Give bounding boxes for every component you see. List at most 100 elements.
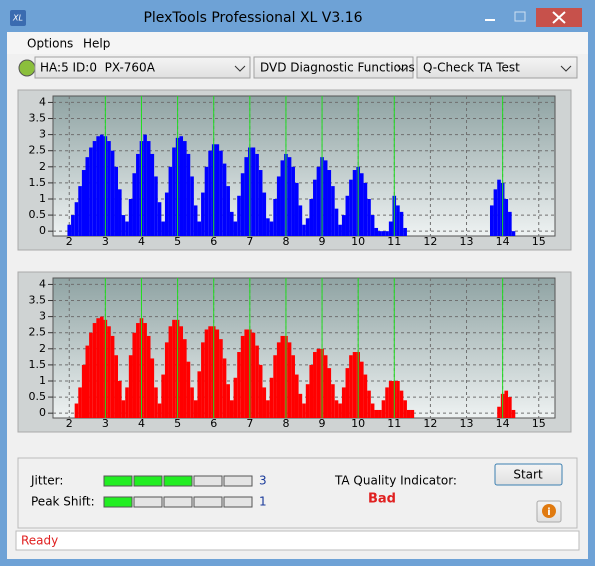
x-tick-label: 4 [138, 235, 145, 248]
metric-value: 3 [259, 474, 267, 488]
test-select[interactable] [416, 56, 578, 79]
x-tick-label: 10 [351, 235, 365, 248]
dropdown-arrow [234, 65, 246, 72]
menu-item[interactable]: Help [83, 37, 110, 51]
bar [258, 170, 263, 236]
info-glyph: i [547, 507, 550, 518]
bar [157, 403, 162, 418]
bar [208, 150, 212, 236]
metric-box [103, 475, 133, 487]
bar [381, 400, 386, 418]
bar [229, 211, 234, 236]
start-button[interactable] [494, 463, 563, 486]
bar [222, 358, 227, 418]
x-tick-label: 12 [423, 235, 437, 248]
close-icon [552, 11, 566, 24]
bar [193, 400, 198, 418]
metric-value: 1 [259, 495, 267, 509]
bar [323, 355, 328, 418]
bar [74, 202, 79, 236]
bar [291, 355, 295, 418]
bar [298, 205, 303, 236]
bar [309, 364, 314, 418]
metric-label: Peak Shift: [31, 495, 95, 509]
bar [114, 355, 119, 418]
dropdown-arrow [560, 65, 572, 72]
bar [186, 361, 191, 418]
bar [121, 215, 126, 236]
bar [128, 355, 133, 418]
bar [136, 323, 140, 418]
y-tick-label: 0.5 [29, 390, 47, 403]
bar [406, 409, 411, 418]
bar [352, 170, 357, 236]
bar [251, 147, 256, 236]
bar [197, 371, 202, 418]
bar [110, 335, 115, 418]
bar [309, 198, 314, 236]
function-label: DVD Diagnostic Functions [260, 61, 415, 75]
bar [363, 182, 368, 236]
bar [331, 384, 335, 418]
bar [233, 221, 238, 236]
metric-box [163, 496, 193, 508]
bar [370, 215, 375, 236]
metric-box [193, 475, 223, 487]
drive-label: HA:5 ID:0 PX-760A [40, 61, 156, 75]
bar [226, 186, 230, 236]
bar [280, 335, 285, 418]
x-tick-label: 6 [210, 235, 217, 248]
metric-box [133, 475, 163, 487]
bar [81, 170, 86, 236]
bar [244, 329, 249, 418]
bar [378, 231, 382, 236]
maximize-button[interactable] [506, 8, 535, 27]
bar [168, 326, 173, 418]
bar [96, 136, 100, 236]
bar [240, 335, 245, 418]
bar [99, 134, 104, 236]
bar [258, 364, 263, 418]
bar [302, 403, 306, 418]
bar [146, 335, 151, 418]
y-tick-label: 3.5 [29, 112, 47, 125]
bar [262, 387, 267, 418]
drive-select[interactable] [34, 56, 251, 79]
function-select[interactable] [253, 56, 414, 79]
bar [125, 221, 129, 236]
bar [378, 409, 382, 418]
bar [313, 179, 317, 236]
bar [229, 400, 234, 418]
bar [204, 329, 209, 418]
y-tick-label: 1.5 [29, 358, 47, 371]
bar [67, 224, 72, 236]
plot [53, 96, 555, 236]
bar [110, 150, 115, 236]
bar [125, 387, 129, 418]
y-tick-label: 2.5 [29, 326, 47, 339]
bar [334, 208, 339, 236]
x-tick-label: 5 [174, 235, 181, 248]
bar [269, 377, 274, 418]
bar [150, 358, 155, 418]
menu-item[interactable]: Options [27, 37, 73, 51]
bar [508, 397, 512, 418]
bar [493, 189, 498, 236]
bar [280, 160, 285, 236]
bar [89, 147, 93, 236]
bar [367, 198, 371, 236]
bar [374, 409, 379, 418]
bar [81, 364, 86, 418]
bar [255, 153, 259, 236]
bar [341, 387, 346, 418]
x-tick-label: 3 [102, 417, 109, 430]
chart: 0 0.5 1 1.5 2 2.5 3 3.5 4 2 3 4 5 6 7 8 9 10 11 12 13 14 15 [17, 89, 572, 251]
bar [154, 176, 158, 236]
bar [403, 400, 407, 418]
plot [53, 278, 555, 418]
bar [287, 342, 292, 418]
bar [71, 215, 75, 236]
metrics: Jitter: 3 Peak Shift: 1 [30, 474, 267, 509]
minimize-button[interactable] [476, 8, 505, 27]
